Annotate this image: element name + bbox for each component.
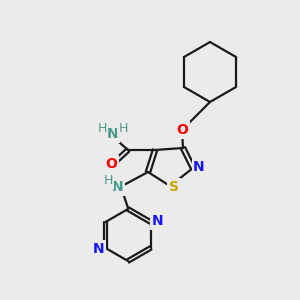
Text: N: N bbox=[93, 242, 104, 256]
Text: H: H bbox=[97, 122, 107, 134]
Text: O: O bbox=[176, 123, 188, 137]
Text: H: H bbox=[103, 175, 113, 188]
Text: N: N bbox=[193, 160, 205, 174]
Text: H: H bbox=[118, 122, 128, 134]
Text: N: N bbox=[112, 180, 124, 194]
Text: N: N bbox=[152, 214, 163, 228]
Text: N: N bbox=[107, 127, 119, 141]
Text: O: O bbox=[105, 157, 117, 171]
Text: S: S bbox=[169, 180, 179, 194]
